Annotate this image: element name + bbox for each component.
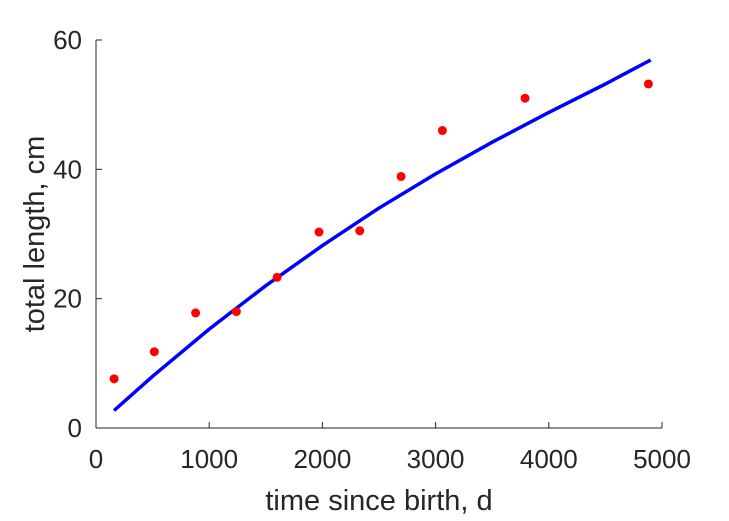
fit-curve [112,58,652,412]
x-tick-label: 0 [89,444,103,474]
y-tick-label: 0 [68,413,82,443]
data-point [149,347,159,357]
y-tick-label: 20 [53,284,82,314]
y-axis-label: total length, cm [19,136,51,333]
x-axis-label: time since birth, d [265,485,492,517]
axes [95,40,662,429]
x-tick-label: 4000 [520,444,578,474]
data-point [396,171,406,181]
ticks: 0 1000 2000 3000 4000 5000 0 20 40 60 [53,25,691,474]
fit-line [112,58,652,412]
data-point [437,126,447,136]
x-tick-label: 5000 [633,444,691,474]
data-point [231,307,241,317]
x-tick-label: 3000 [407,444,465,474]
y-tick-label: 60 [53,25,82,55]
data-point [109,374,119,384]
data-point [643,79,653,89]
x-tick-label: 1000 [180,444,238,474]
data-point [314,227,324,237]
x-tick-label: 2000 [293,444,351,474]
data-point [520,93,530,103]
data-points [109,79,653,384]
data-point [355,226,365,236]
data-point [191,308,201,318]
data-point [272,272,282,282]
y-tick-label: 40 [53,154,82,184]
